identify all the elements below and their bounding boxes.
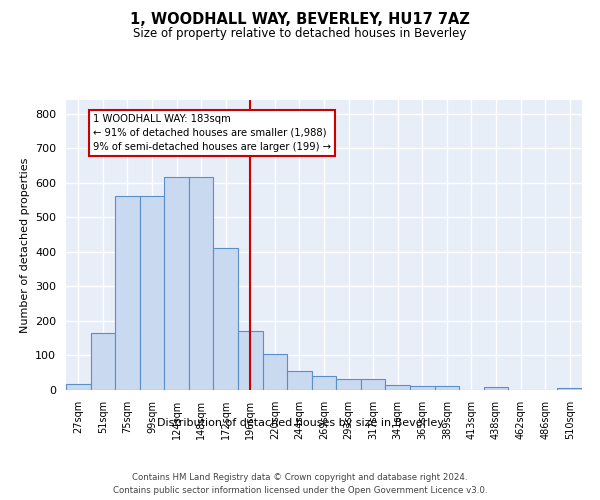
Bar [214,248,238,390]
Bar [287,371,312,390]
Y-axis label: Number of detached properties: Number of detached properties [20,158,29,332]
Bar [557,388,582,390]
Bar [238,332,263,390]
Bar [66,384,91,390]
Bar [115,196,140,390]
Text: Contains public sector information licensed under the Open Government Licence v3: Contains public sector information licen… [113,486,487,495]
Bar [385,385,410,390]
Text: Contains HM Land Registry data © Crown copyright and database right 2024.: Contains HM Land Registry data © Crown c… [132,472,468,482]
Bar [361,379,385,390]
Text: 1, WOODHALL WAY, BEVERLEY, HU17 7AZ: 1, WOODHALL WAY, BEVERLEY, HU17 7AZ [130,12,470,28]
Bar [140,196,164,390]
Text: Size of property relative to detached houses in Beverley: Size of property relative to detached ho… [133,28,467,40]
Bar [189,176,214,390]
Bar [410,386,434,390]
Bar [312,376,336,390]
Bar [263,354,287,390]
Text: 1 WOODHALL WAY: 183sqm
← 91% of detached houses are smaller (1,988)
9% of semi-d: 1 WOODHALL WAY: 183sqm ← 91% of detached… [93,114,331,152]
Bar [91,333,115,390]
Bar [164,176,189,390]
Bar [336,379,361,390]
Text: Distribution of detached houses by size in Beverley: Distribution of detached houses by size … [157,418,443,428]
Bar [484,387,508,390]
Bar [434,386,459,390]
